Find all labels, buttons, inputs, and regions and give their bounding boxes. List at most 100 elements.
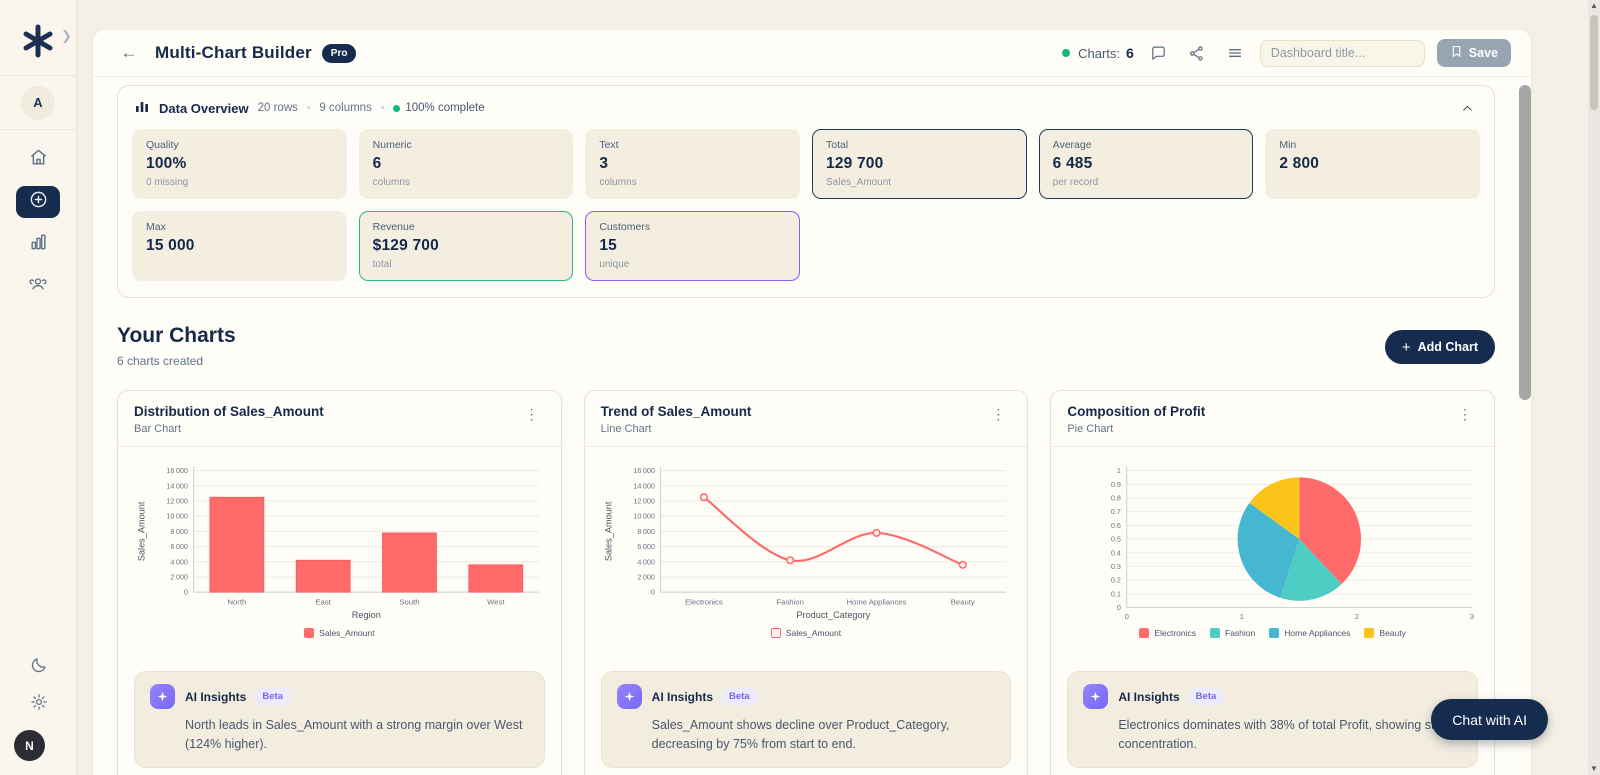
svg-text:Region: Region — [352, 610, 381, 620]
svg-text:West: West — [487, 598, 505, 607]
svg-text:0.8: 0.8 — [1111, 494, 1121, 503]
svg-text:0.3: 0.3 — [1111, 562, 1121, 571]
collapse-chevron-up-icon[interactable] — [1456, 97, 1478, 119]
scroll-down-arrow-icon[interactable]: ▼ — [1590, 764, 1598, 773]
svg-text:1: 1 — [1240, 612, 1244, 621]
page-title: Multi-Chart Builder — [155, 43, 312, 62]
comment-bubble-icon[interactable] — [1146, 40, 1172, 66]
stat-card-text: Text 3 columns — [585, 129, 800, 199]
svg-text:4 000: 4 000 — [637, 557, 655, 566]
sparkle-icon — [616, 684, 642, 709]
save-button-label: Save — [1468, 46, 1498, 60]
ai-insight-header: AI Insights Beta — [150, 684, 529, 709]
svg-text:8 000: 8 000 — [170, 527, 188, 536]
dashboard-title-input[interactable] — [1259, 39, 1425, 67]
sparkle-icon — [150, 684, 175, 709]
ai-insights-title: AI Insights — [185, 689, 247, 704]
add-chart-label: Add Chart — [1417, 340, 1478, 354]
chart-legend: Sales_Amount — [585, 625, 1028, 641]
stat-sub: Sales_Amount — [826, 177, 892, 188]
stat-value: 15 000 — [146, 237, 195, 254]
svg-text:North: North — [227, 598, 246, 607]
stat-card-revenue: Revenue $129 700 total — [358, 211, 574, 281]
stat-label: Min — [1279, 139, 1297, 151]
stat-card-min: Min 2 800 — [1265, 129, 1480, 199]
kebab-menu-icon[interactable]: ⋮ — [991, 406, 1006, 422]
stat-label: Customers — [599, 221, 651, 233]
stat-value: 6 — [372, 155, 382, 172]
legend-item: Electronics — [1139, 625, 1196, 641]
sidebar-item-analytics[interactable] — [18, 228, 58, 260]
chat-with-ai-button[interactable]: Chat with AI — [1431, 699, 1548, 740]
bookmark-icon — [1450, 45, 1463, 61]
stat-label: Revenue — [372, 221, 415, 233]
stat-label: Max — [146, 221, 166, 233]
charts-count-value: 6 — [1126, 45, 1134, 61]
separator-dot: • — [380, 102, 385, 114]
stat-value: 3 — [599, 155, 609, 172]
ai-insights-title: AI Insights — [651, 689, 713, 704]
pro-badge: Pro — [321, 43, 357, 63]
app-scrollbar-thumb[interactable] — [1519, 85, 1531, 400]
legend-item: Home Appliances — [1269, 625, 1350, 641]
users-icon — [28, 274, 48, 299]
stat-label: Numeric — [372, 139, 412, 151]
kebab-menu-icon[interactable]: ⋮ — [1457, 406, 1472, 422]
kebab-menu-icon[interactable]: ⋮ — [524, 406, 539, 422]
svg-text:Home Appliances: Home Appliances — [846, 598, 906, 607]
chart-legend: Sales_Amount — [118, 625, 561, 641]
legend-item: Sales_Amount — [770, 625, 841, 641]
scroll-up-arrow-icon[interactable]: ▲ — [1590, 1, 1598, 10]
user-avatar[interactable]: N — [14, 730, 45, 761]
stat-value: 129 700 — [826, 155, 884, 172]
menu-icon[interactable] — [1222, 40, 1248, 66]
stat-card-grid: Quality 100% 0 missing Numeric 6 columns… — [132, 129, 1480, 281]
back-button[interactable]: ← — [115, 39, 143, 67]
topbar-actions: Charts: 6 — [1062, 39, 1511, 67]
svg-text:0: 0 — [1125, 612, 1129, 621]
stat-sub: 0 missing — [146, 177, 189, 188]
svg-text:2 000: 2 000 — [637, 572, 655, 581]
stat-card-quality: Quality 100% 0 missing — [132, 129, 347, 199]
stat-value: 2 800 — [1279, 155, 1320, 172]
add-chart-button[interactable]: + Add Chart — [1384, 330, 1495, 364]
stat-sub — [146, 259, 333, 270]
chart-card-header: Distribution of Sales_Amount Bar Chart ⋮ — [118, 391, 561, 447]
columns-count: 9 columns — [319, 102, 372, 114]
avatar[interactable]: A — [21, 85, 55, 120]
svg-text:0: 0 — [651, 588, 655, 597]
share-icon[interactable] — [1184, 40, 1210, 66]
stat-sub: unique — [599, 259, 630, 270]
sidebar-item-community[interactable] — [18, 270, 58, 302]
svg-text:0: 0 — [1117, 603, 1121, 612]
sidebar-expand-chevron-icon[interactable]: ❯ — [61, 28, 72, 43]
svg-text:Beauty: Beauty — [950, 598, 974, 607]
settings-gear-icon[interactable] — [30, 693, 48, 716]
save-button[interactable]: Save — [1436, 39, 1511, 67]
ai-insight-header: AI Insights Beta — [616, 684, 996, 709]
svg-text:14 000: 14 000 — [166, 481, 188, 490]
separator-dot: • — [306, 102, 311, 114]
bar-chart-plot: 0 2 000 4 000 6 000 8 000 10 000 12 000 14 000 1… — [118, 447, 561, 623]
complete-status-label: 100% complete — [405, 102, 485, 114]
browser-scrollbar-thumb[interactable] — [1590, 15, 1598, 110]
topbar: ← Multi-Chart Builder Pro Charts: 6 — [93, 30, 1531, 77]
svg-text:6 000: 6 000 — [170, 542, 188, 551]
svg-text:East: East — [315, 598, 331, 607]
svg-text:3: 3 — [1470, 612, 1474, 621]
browser-scrollbar[interactable]: ▲ ▼ — [1588, 0, 1600, 775]
sidebar-item-home[interactable] — [18, 144, 58, 176]
dark-mode-moon-icon[interactable] — [30, 656, 48, 679]
bar-chart-icon — [29, 232, 48, 256]
svg-text:16 000: 16 000 — [166, 466, 188, 475]
legend-item: Sales_Amount — [304, 625, 374, 641]
svg-text:Sales_Amount: Sales_Amount — [137, 501, 147, 561]
data-overview-chart-icon — [134, 98, 150, 119]
sidebar-item-new-chart[interactable] — [16, 186, 60, 218]
svg-text:0.1: 0.1 — [1111, 589, 1121, 598]
data-overview-header: Data Overview 20 rows • 9 columns • 100%… — [132, 97, 1480, 129]
charts-grid: Distribution of Sales_Amount Bar Chart ⋮… — [117, 390, 1495, 775]
svg-text:0.4: 0.4 — [1111, 548, 1121, 557]
chart-title: Composition of Profit — [1067, 404, 1206, 419]
legend-item: Beauty — [1364, 625, 1406, 641]
